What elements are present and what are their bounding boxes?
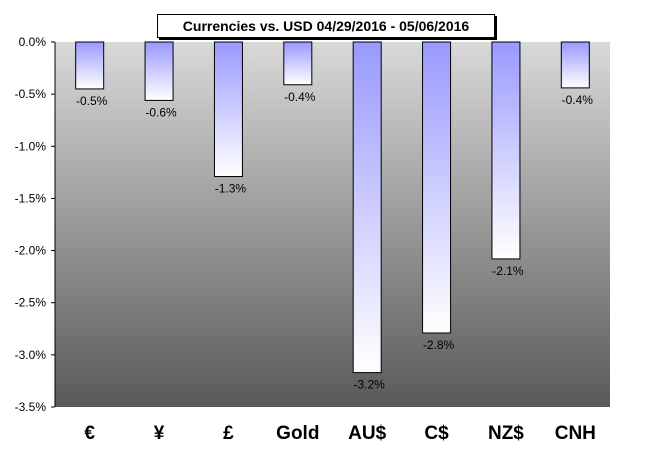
bar [144, 41, 174, 101]
bar [491, 41, 521, 260]
bar [352, 41, 382, 374]
x-category-label: C$ [424, 423, 449, 444]
y-tick-label: -0.5% [15, 87, 47, 101]
plot-area [55, 42, 610, 407]
data-labels: -0.5% -0.6% -1.3% -0.4% -3.2% -2.8% -2.1% -0.4% [76, 90, 593, 392]
x-category-label: CNH [555, 423, 596, 444]
bar [422, 41, 452, 334]
data-label: -0.5% [76, 94, 108, 108]
x-axis-labels: € ¥ £ Gold AU$ C$ NZ$ CNH [84, 423, 596, 444]
bar [283, 41, 313, 86]
bar [75, 41, 105, 90]
x-category-label: £ [223, 423, 234, 444]
x-category-label: NZ$ [488, 423, 524, 444]
chart-title: Currencies vs. USD 04/29/2016 - 05/06/20… [157, 14, 495, 38]
y-tick-label: 0.0% [19, 35, 47, 49]
x-category-label: Gold [276, 423, 319, 444]
y-axis-ticks: 0.0% -0.5% -1.0% -1.5% -2.0% -2.5% -3.0% -3.5% [15, 35, 55, 414]
bar [560, 41, 590, 89]
data-label: -0.4% [284, 90, 316, 104]
y-tick-label: -2.5% [15, 296, 47, 310]
data-label: -0.4% [562, 93, 594, 107]
y-tick-label: -3.5% [15, 400, 47, 414]
bar [213, 41, 243, 178]
y-tick-label: -2.0% [15, 244, 47, 258]
y-tick-label: -3.0% [15, 348, 47, 362]
data-label: -1.3% [215, 182, 247, 196]
data-label: -2.1% [492, 264, 524, 278]
x-category-label: € [84, 423, 95, 444]
y-tick-label: -1.0% [15, 139, 47, 153]
y-tick-label: -1.5% [15, 191, 47, 205]
data-label: -0.6% [145, 105, 177, 119]
bars [75, 41, 590, 374]
x-category-label: ¥ [154, 423, 165, 444]
data-label: -3.2% [354, 378, 386, 392]
x-category-label: AU$ [348, 423, 386, 444]
data-label: -2.8% [423, 338, 455, 352]
